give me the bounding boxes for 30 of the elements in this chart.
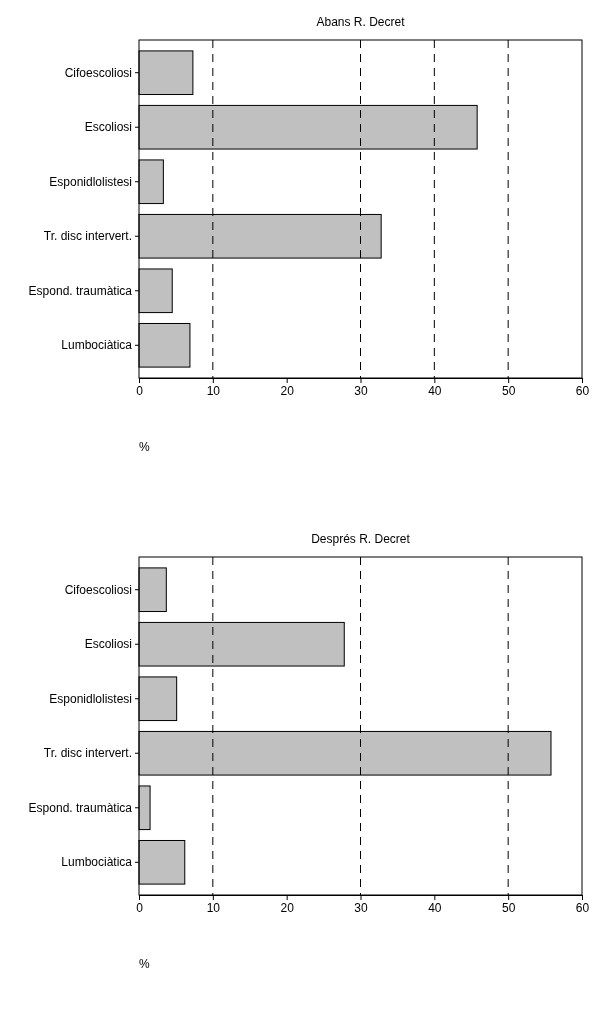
chart-title: Després R. Decret (311, 532, 411, 546)
x-tick-label: 10 (206, 900, 221, 915)
x-tick-label: 60 (575, 900, 590, 915)
x-tick-label: 50 (501, 383, 516, 398)
x-axis-title: % (139, 440, 150, 454)
x-tick-label: 40 (428, 383, 442, 398)
y-tick-label: Escoliosi (84, 637, 132, 652)
x-tick-label: 30 (354, 383, 368, 398)
y-tick-label: Tr. disc intervert. (43, 746, 132, 761)
x-tick-label: 0 (136, 900, 144, 915)
x-axis-title: % (139, 957, 150, 971)
y-tick-label: Esponidlolistesi (49, 691, 132, 706)
x-tick-label: 20 (280, 900, 295, 915)
y-tick-label: Tr. disc intervert. (43, 229, 132, 244)
x-tick-label: 50 (501, 900, 516, 915)
chart-title: Abans R. Decret (316, 15, 406, 29)
y-tick-label: Espond. traumàtica (28, 283, 133, 298)
x-tick-label: 20 (280, 383, 295, 398)
x-tick-label: 40 (428, 900, 442, 915)
y-tick-label: Escoliosi (84, 120, 132, 135)
x-tick-label: 30 (354, 900, 368, 915)
x-tick-label: 60 (575, 383, 590, 398)
y-tick-label: Lumbociàtica (61, 855, 133, 870)
y-tick-label: Espond. traumàtica (28, 800, 133, 815)
x-tick-label: 10 (206, 383, 221, 398)
y-tick-label: Lumbociàtica (61, 338, 133, 353)
y-tick-label: Cifoescoliosi (64, 65, 132, 80)
y-tick-label: Cifoescoliosi (64, 582, 132, 597)
y-tick-label: Esponidlolistesi (49, 174, 132, 189)
x-tick-label: 0 (136, 383, 144, 398)
